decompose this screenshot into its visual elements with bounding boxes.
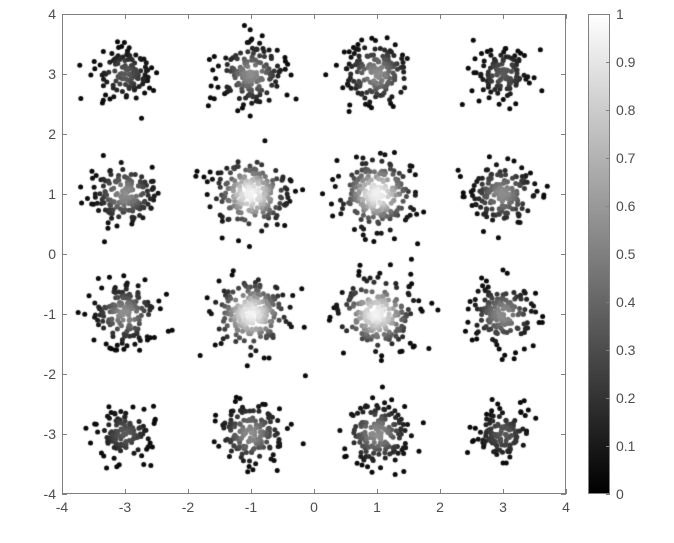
x-tick-label: 1 <box>373 500 381 514</box>
x-tick-mark <box>503 489 504 494</box>
x-tick-label: -1 <box>245 500 257 514</box>
colorbar-tick-mark <box>606 14 610 15</box>
colorbar-tick-label: 0.7 <box>616 151 635 165</box>
y-tick-label: 1 <box>48 187 56 201</box>
x-tick-mark <box>377 489 378 494</box>
y-tick-mark <box>62 434 67 435</box>
colorbar-tick-mark <box>606 398 610 399</box>
y-tick-label: -2 <box>44 367 56 381</box>
y-tick-mark <box>561 254 566 255</box>
y-tick-label: 0 <box>48 247 56 261</box>
x-tick-label: -3 <box>119 500 131 514</box>
colorbar-tick-mark <box>606 302 610 303</box>
colorbar-tick-mark <box>606 206 610 207</box>
colorbar-tick-mark <box>606 110 610 111</box>
figure: -4 -3 -2 -1 0 1 2 3 4 -4 -3 -2 -1 0 1 2 3 4 0 0.1 0.2 0.3 0.… <box>0 0 674 543</box>
y-tick-mark <box>62 134 67 135</box>
colorbar-tick-label: 0.4 <box>616 295 635 309</box>
x-tick-label: 2 <box>436 500 444 514</box>
y-tick-mark <box>561 14 566 15</box>
colorbar-tick-label: 0.6 <box>616 199 635 213</box>
x-tick-mark <box>566 14 567 19</box>
x-tick-mark <box>440 14 441 19</box>
colorbar-tick-label: 0.3 <box>616 343 635 357</box>
scatter-axes <box>62 14 566 494</box>
x-tick-mark <box>125 489 126 494</box>
colorbar-tick-mark <box>606 446 610 447</box>
colorbar-tick-label: 0.5 <box>616 247 635 261</box>
colorbar-tick-label: 0 <box>616 487 624 501</box>
x-tick-mark <box>188 489 189 494</box>
y-tick-mark <box>561 314 566 315</box>
y-tick-mark <box>62 74 67 75</box>
y-tick-label: 4 <box>48 7 56 21</box>
colorbar-tick-mark <box>606 350 610 351</box>
y-tick-mark <box>62 14 67 15</box>
y-tick-label: 3 <box>48 67 56 81</box>
y-tick-label: -4 <box>44 487 56 501</box>
colorbar-tick-mark <box>606 158 610 159</box>
x-tick-mark <box>503 14 504 19</box>
y-tick-label: -1 <box>44 307 56 321</box>
x-tick-label: -4 <box>56 500 68 514</box>
x-tick-mark <box>251 489 252 494</box>
x-tick-label: 3 <box>499 500 507 514</box>
x-tick-mark <box>251 14 252 19</box>
y-tick-mark <box>62 194 67 195</box>
x-tick-label: 0 <box>310 500 318 514</box>
y-tick-mark <box>561 134 566 135</box>
colorbar-tick-label: 0.9 <box>616 55 635 69</box>
colorbar-tick-label: 0.8 <box>616 103 635 117</box>
y-tick-mark <box>62 314 67 315</box>
x-tick-mark <box>125 14 126 19</box>
x-tick-label: 4 <box>562 500 570 514</box>
x-tick-mark <box>377 14 378 19</box>
y-tick-mark <box>561 374 566 375</box>
colorbar-tick-label: 0.1 <box>616 439 635 453</box>
x-tick-mark <box>188 14 189 19</box>
colorbar-tick-label: 1 <box>616 7 624 21</box>
y-tick-label: -3 <box>44 427 56 441</box>
x-tick-mark <box>566 489 567 494</box>
x-tick-mark <box>314 489 315 494</box>
colorbar-tick-mark <box>606 62 610 63</box>
colorbar-tick-mark <box>606 254 610 255</box>
y-tick-mark <box>561 494 566 495</box>
y-tick-mark <box>561 434 566 435</box>
y-tick-mark <box>561 194 566 195</box>
colorbar-tick-mark <box>606 494 610 495</box>
colorbar-tick-label: 0.2 <box>616 391 635 405</box>
y-tick-mark <box>62 494 67 495</box>
x-tick-label: -2 <box>182 500 194 514</box>
x-tick-mark <box>440 489 441 494</box>
scatter-canvas <box>62 14 566 494</box>
y-tick-mark <box>62 254 67 255</box>
x-tick-mark <box>314 14 315 19</box>
y-tick-mark <box>62 374 67 375</box>
y-tick-mark <box>561 74 566 75</box>
y-tick-label: 2 <box>48 127 56 141</box>
